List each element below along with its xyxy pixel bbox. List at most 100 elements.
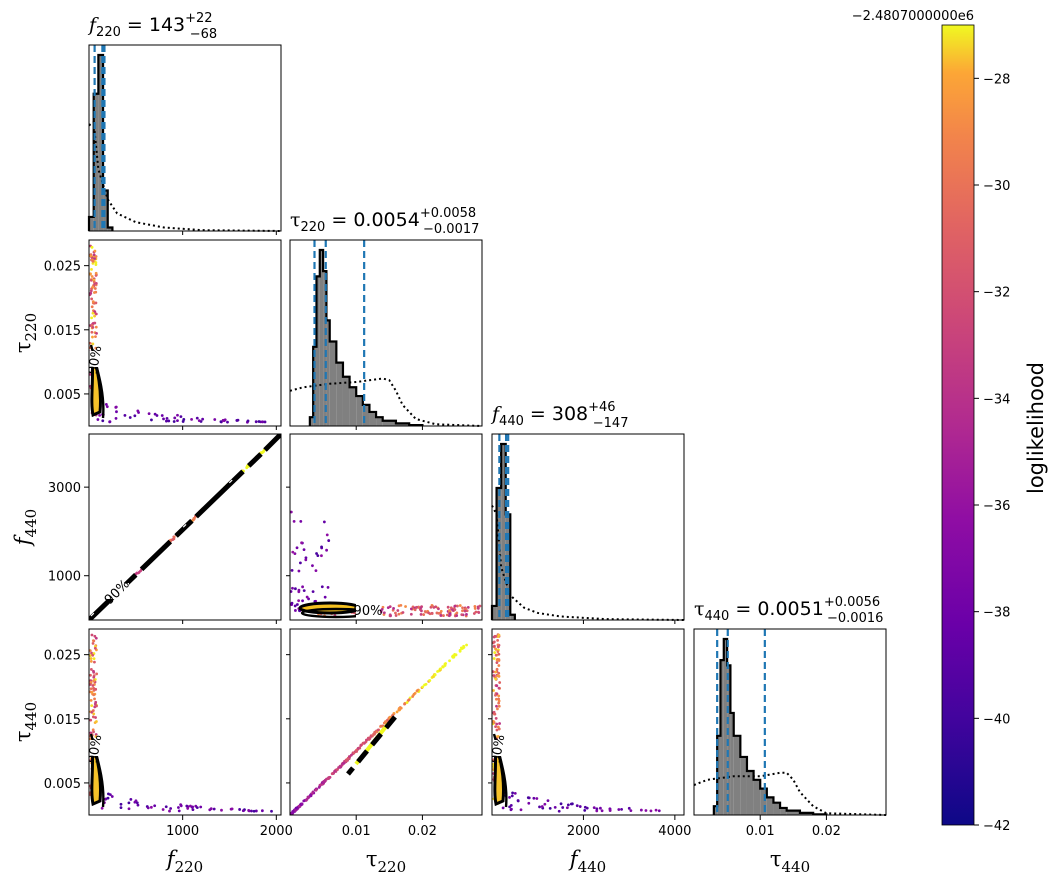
scatter-point: [94, 271, 98, 275]
scatter-point: [165, 419, 168, 423]
scatter-point: [94, 282, 98, 285]
scatter-point: [380, 608, 384, 611]
scatter-point: [376, 728, 380, 732]
scatter-point: [419, 606, 423, 610]
scatter-point: [415, 605, 419, 609]
scatter-point: [431, 604, 434, 608]
posterior-hist-bar: [329, 341, 337, 426]
scatter-point: [226, 420, 229, 424]
scatter-point: [394, 611, 397, 615]
scatter-point: [110, 795, 114, 798]
posterior-hist-bar: [376, 417, 383, 426]
scatter-point: [168, 809, 171, 813]
scatter-point: [89, 341, 92, 345]
scatter-point: [220, 808, 223, 812]
scatter-point: [397, 707, 401, 710]
scatter-point: [101, 419, 105, 423]
colorbar-gradient: [941, 24, 975, 826]
scatter-point: [327, 539, 331, 542]
scatter-point: [89, 254, 93, 258]
colorbar-tick-label: −28: [983, 72, 1010, 87]
diag-panel-tau_440: τ440 = 0.0051+0.0056 −0.0016: [693, 595, 887, 816]
scatter-point: [644, 809, 648, 812]
colorbar-tick-label: −32: [983, 286, 1010, 301]
scatter-point: [304, 799, 308, 802]
scatter-point: [493, 644, 496, 648]
panel-title-tau_440: τ440 = 0.0051+0.0056 −0.0016: [694, 595, 883, 626]
scatter-point: [639, 808, 643, 812]
scatter-point: [407, 698, 411, 701]
scatter-point: [315, 552, 318, 555]
scatter-point: [381, 605, 385, 609]
posterior-hist-bar: [733, 735, 741, 815]
scatter-point: [295, 546, 299, 550]
scatter-point: [91, 335, 94, 339]
scatter-point: [320, 554, 323, 558]
scatter-point: [197, 419, 201, 422]
scatter-point: [494, 725, 497, 728]
scatter-point: [442, 614, 445, 617]
posterior-hist-bar: [717, 735, 721, 815]
scatter-point: [94, 716, 97, 719]
scatter-point: [497, 633, 501, 637]
panel-frame: [289, 239, 483, 427]
scatter-point: [93, 697, 96, 701]
scatter-point: [115, 410, 118, 414]
posterior-hist-bar: [501, 444, 506, 620]
scatter-point: [585, 806, 589, 810]
scatter-point: [431, 675, 435, 679]
scatter-point: [496, 650, 500, 653]
scatter-point: [128, 416, 132, 419]
scatter-point: [304, 556, 308, 560]
scatter-point: [448, 659, 451, 663]
scatter-point: [290, 568, 294, 572]
scatter-point: [169, 807, 173, 810]
scatter-point: [311, 590, 315, 594]
scatter-point: [511, 791, 514, 795]
scatter-point: [617, 808, 621, 811]
scatter-point: [263, 420, 267, 424]
scatter-point: [201, 417, 205, 421]
scatter-point: [496, 658, 499, 661]
scatter-point: [453, 604, 457, 608]
scatter-point: [320, 585, 324, 589]
scatter-point: [91, 715, 95, 719]
contour-label: 90%: [86, 734, 106, 765]
posterior-hist-bar: [395, 423, 410, 426]
scatter-point: [403, 702, 406, 706]
scatter-point: [497, 704, 501, 708]
scatter-point: [330, 772, 334, 776]
contour-label: 90%: [354, 604, 383, 619]
scatter-point: [519, 808, 523, 812]
y-tick-label: 0.005: [44, 777, 81, 792]
scatter-point: [189, 804, 192, 808]
scatter-point: [447, 609, 451, 612]
scatter-point: [461, 646, 465, 650]
posterior-hist-bar: [107, 227, 113, 231]
scatter-point: [546, 799, 550, 803]
scatter-point: [92, 679, 96, 682]
scatter-point: [321, 781, 325, 785]
scatter-point: [396, 609, 400, 612]
scatter-point: [548, 806, 552, 810]
scatter-point: [509, 803, 513, 807]
scatter-point: [373, 730, 377, 734]
scatter-point: [492, 720, 495, 723]
scatter-point: [91, 285, 95, 289]
panel-frame: [289, 628, 483, 816]
scatter-point: [496, 638, 500, 642]
scatter-point: [497, 686, 501, 690]
scatter-point: [105, 405, 109, 409]
scatter-point: [90, 275, 94, 278]
scatter-point: [177, 806, 180, 809]
scatter-point: [447, 614, 451, 618]
scatter-point: [182, 418, 186, 421]
scatter-point: [270, 809, 273, 813]
scatter-point: [238, 808, 242, 811]
scatter-point: [291, 586, 294, 590]
prior-hist-line: [88, 120, 282, 232]
scatter-point: [299, 519, 303, 523]
contour-line: [346, 715, 397, 776]
scatter-point: [494, 677, 498, 681]
scatter-point: [449, 606, 453, 610]
